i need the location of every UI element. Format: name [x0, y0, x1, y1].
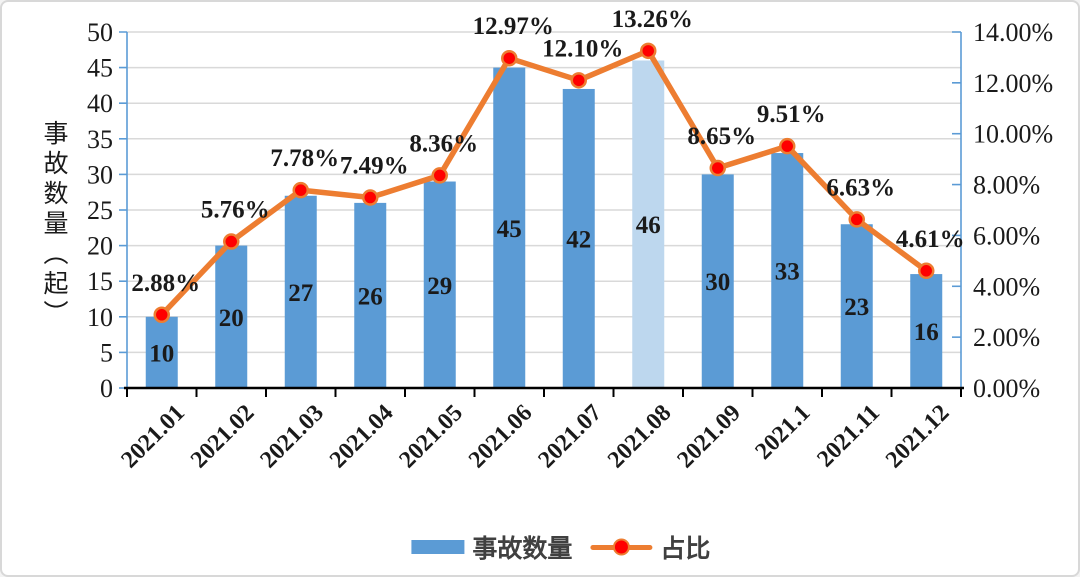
bar-series-swatch — [411, 540, 465, 554]
percentage-label: 12.10% — [542, 35, 623, 62]
legend: 事故数量 占比 — [411, 529, 710, 565]
right-axis-tick-label: 0.00% — [973, 374, 1040, 403]
line-marker — [362, 189, 379, 206]
line-marker — [709, 159, 726, 177]
left-axis-tick-label: 45 — [87, 54, 113, 83]
bar — [145, 316, 178, 388]
x-axis-category-label: 2021.12 — [881, 400, 955, 474]
left-axis-tick-label: 5 — [100, 338, 113, 367]
bar — [701, 174, 734, 388]
bar — [632, 60, 665, 388]
bar-value-label: 30 — [705, 269, 730, 296]
right-axis-tick-label: 2.00% — [973, 323, 1040, 352]
percentage-label: 6.63% — [826, 174, 895, 201]
bar-value-label: 45 — [497, 216, 522, 243]
line-marker — [223, 233, 240, 250]
legend-label-line: 占比 — [660, 534, 711, 563]
x-axis-category-label: 2021.06 — [464, 400, 538, 474]
percentage-label: 9.51% — [757, 101, 826, 128]
bar — [354, 202, 387, 388]
bar-value-label: 23 — [844, 294, 869, 321]
line-marker — [848, 211, 865, 228]
bar — [215, 245, 248, 388]
bar-value-label: 27 — [288, 280, 313, 307]
line-series-swatch — [590, 538, 653, 556]
x-axis-category-label: 2021.01 — [116, 400, 190, 474]
line-marker — [640, 42, 657, 60]
bar-value-label: 29 — [427, 273, 452, 300]
line-marker — [918, 262, 935, 280]
line-marker — [570, 72, 587, 89]
left-axis-tick-label: 40 — [87, 89, 113, 118]
percentage-label: 2.88% — [131, 270, 200, 297]
x-axis-category-label: 2021.02 — [186, 400, 260, 474]
bar — [910, 274, 943, 388]
x-axis-category-label: 2021.05 — [394, 400, 468, 474]
left-axis-tick-label: 15 — [87, 267, 113, 296]
percentage-label: 8.36% — [409, 130, 478, 157]
right-axis-tick-label: 12.00% — [973, 69, 1053, 98]
left-axis-tick-label: 20 — [87, 232, 113, 261]
bar-value-label: 20 — [219, 305, 244, 332]
line-marker — [431, 167, 448, 184]
percentage-label: 12.97% — [473, 13, 554, 40]
percentage-label: 8.65% — [687, 123, 756, 150]
line-marker — [779, 137, 796, 155]
x-axis-category-label: 2021.1 — [750, 400, 815, 465]
bar — [423, 181, 456, 388]
bar-value-label: 10 — [149, 340, 174, 367]
bar — [840, 224, 873, 388]
percentage-label: 5.76% — [201, 197, 270, 224]
line-marker — [292, 181, 309, 199]
right-axis-tick-label: 8.00% — [973, 171, 1040, 200]
right-axis-tick-label: 10.00% — [973, 120, 1053, 149]
right-axis-tick-label: 6.00% — [973, 221, 1040, 250]
left-axis-tick-label: 25 — [87, 196, 113, 225]
percentage-line — [159, 48, 929, 318]
line-marker — [153, 306, 170, 324]
percentage-label: 7.49% — [340, 153, 409, 180]
percentage-label: 7.78% — [270, 145, 339, 172]
right-axis-tick-label: 14.00% — [973, 18, 1053, 47]
percentage-label: 4.61% — [896, 226, 965, 253]
x-axis-category-label: 2021.08 — [603, 400, 677, 474]
bar-value-label: 33 — [775, 259, 800, 286]
left-axis-tick-label: 30 — [87, 160, 113, 189]
x-axis-category-label: 2021.09 — [672, 400, 746, 474]
y-axis-title: 事故数量（起） — [40, 120, 69, 330]
left-axis-tick-label: 50 — [87, 18, 113, 47]
bar — [771, 153, 804, 388]
x-axis-category-label: 2021.11 — [812, 400, 885, 473]
bar — [562, 88, 595, 389]
bar-value-label: 46 — [636, 212, 661, 239]
line-series-marker — [612, 538, 630, 556]
x-axis-category-label: 2021.07 — [533, 400, 607, 474]
x-axis-category-label: 2021.03 — [255, 400, 329, 474]
bar-value-label: 26 — [358, 283, 383, 310]
bar — [284, 195, 317, 388]
legend-label-bars: 事故数量 — [472, 534, 573, 563]
left-axis-tick-label: 10 — [87, 303, 113, 332]
left-axis-tick-label: 0 — [100, 374, 113, 403]
left-axis-tick-label: 35 — [87, 125, 113, 154]
percentage-label: 13.26% — [612, 6, 693, 33]
x-axis-category-label: 2021.04 — [325, 400, 399, 474]
bar-value-label: 16 — [914, 319, 939, 346]
bar-value-label: 42 — [566, 226, 591, 253]
right-axis-tick-label: 4.00% — [973, 272, 1040, 301]
bar — [493, 67, 526, 388]
line-marker — [501, 49, 518, 67]
